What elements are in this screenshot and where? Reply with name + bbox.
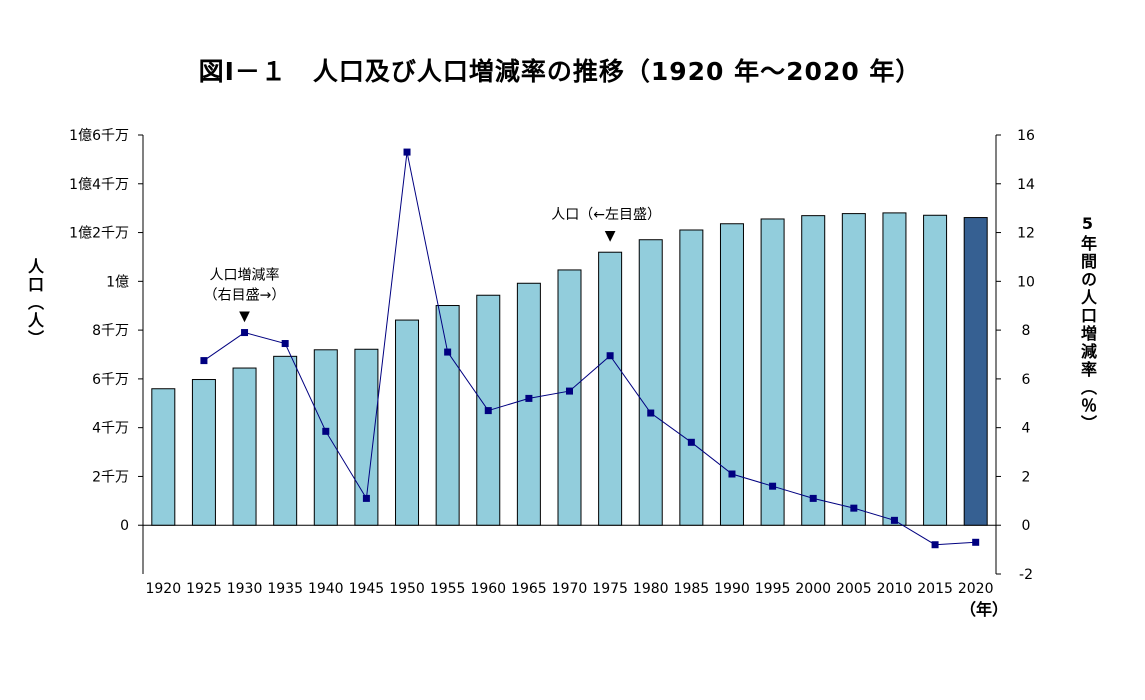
x-tick-label: 1975	[592, 581, 628, 597]
y-right-tick-label: 4	[1022, 421, 1031, 437]
x-tick-label: 1930	[227, 581, 263, 597]
y-left-tick-label: 1億	[106, 274, 129, 290]
growth-rate-point	[444, 348, 452, 356]
x-tick-label: 1995	[755, 581, 791, 597]
annotation-growth-rate: 人口増減率	[210, 267, 280, 284]
y-left-tick-label: 4千万	[92, 421, 129, 437]
growth-rate-point	[850, 504, 858, 512]
population-bar	[516, 282, 541, 526]
population-bar	[191, 379, 216, 526]
population-bar	[557, 269, 582, 526]
growth-rate-point	[362, 494, 370, 502]
population-bar	[679, 229, 704, 526]
population-bar	[313, 349, 338, 526]
growth-rate-point	[809, 494, 817, 502]
y-right-tick-label: -2	[1019, 567, 1033, 583]
y-left-tick-label: 1億6千万	[69, 128, 129, 144]
x-tick-label: 2010	[877, 581, 913, 597]
y-right-tick-label: 0	[1022, 518, 1031, 534]
annotation-growth-rate-axis: （右目盛→）	[204, 288, 286, 304]
population-bar	[354, 348, 379, 526]
x-axis-unit: （年）	[960, 600, 1008, 619]
y-left-tick-label: 6千万	[92, 372, 129, 388]
growth-rate-point	[200, 357, 208, 365]
chart-title: 図Ⅰ－１ 人口及び人口増減率の推移（1920 年～2020 年）	[198, 57, 922, 86]
x-tick-label: 1965	[511, 581, 547, 597]
growth-rate-point	[566, 387, 573, 395]
x-tick-label: 2020	[958, 581, 994, 597]
x-tick-label: 2000	[795, 581, 831, 597]
growth-rate-point	[647, 409, 655, 417]
y-left-tick-label: 8千万	[92, 323, 129, 339]
x-tick-label: 1945	[349, 581, 385, 597]
y-left-tick-label: 0	[120, 518, 129, 534]
population-bar	[801, 215, 826, 526]
growth-rate-line	[203, 151, 976, 546]
population-bar	[760, 218, 785, 526]
population-bar	[232, 367, 257, 526]
population-bar	[435, 305, 460, 526]
x-tick-label: 1960	[470, 581, 506, 597]
y-right-tick-label: 2	[1022, 469, 1031, 485]
annotation-population: 人口（←左目盛）	[551, 207, 661, 223]
x-tick-label: 1940	[308, 581, 344, 597]
x-tick-label: 2005	[836, 581, 872, 597]
x-tick-label: 1925	[186, 581, 222, 597]
growth-rate-point	[606, 352, 614, 360]
y-left-tick-label: 1億4千万	[69, 177, 129, 193]
population-bar	[963, 217, 988, 526]
x-tick-label: 1985	[674, 581, 710, 597]
y-axis-right-label: 5年間の人口増減率（％）	[1078, 214, 1097, 433]
x-tick-label: 1980	[633, 581, 669, 597]
growth-rate-point	[972, 538, 980, 546]
y-left-tick-label: 1億2千万	[69, 226, 129, 242]
x-tick-label: 1920	[145, 581, 181, 597]
x-tick-label: 1950	[389, 581, 425, 597]
y-right-tick-label: 6	[1022, 372, 1031, 388]
growth-rate-point	[931, 541, 939, 549]
population-bar	[598, 251, 623, 526]
population-bar	[719, 223, 744, 526]
x-tick-label: 2015	[917, 581, 953, 597]
growth-rate-point	[241, 329, 249, 337]
y-right-tick-label: 8	[1022, 323, 1031, 339]
growth-rate-point	[484, 407, 492, 415]
population-bar	[923, 214, 948, 526]
growth-rate-point	[403, 148, 411, 156]
growth-rate-point	[687, 438, 695, 446]
growth-rate-point	[728, 470, 736, 478]
population-bar	[638, 239, 663, 526]
population-bar	[273, 355, 298, 526]
growth-rate-point	[769, 482, 777, 490]
x-tick-label: 1955	[430, 581, 466, 597]
population-bar	[841, 213, 866, 526]
population-bar	[882, 212, 907, 526]
population-bar	[395, 319, 420, 526]
population-bar	[151, 388, 176, 526]
y-right-tick-label: 12	[1017, 226, 1035, 242]
growth-rate-point	[890, 516, 898, 524]
x-tick-label: 1990	[714, 581, 750, 597]
y-left-tick-label: 2千万	[92, 469, 129, 485]
y-right-tick-label: 16	[1017, 128, 1035, 144]
growth-rate-point	[322, 427, 330, 435]
x-tick-label: 1970	[552, 581, 588, 597]
annotation-arrow: ▼	[239, 309, 250, 325]
x-tick-label: 1935	[267, 581, 303, 597]
growth-rate-point	[525, 394, 533, 402]
growth-rate-point	[281, 340, 289, 348]
y-axis-left-label: 人口（人）	[25, 258, 44, 348]
y-right-tick-label: 14	[1017, 177, 1035, 193]
y-right-tick-label: 10	[1017, 274, 1035, 290]
annotation-arrow: ▼	[605, 228, 616, 244]
